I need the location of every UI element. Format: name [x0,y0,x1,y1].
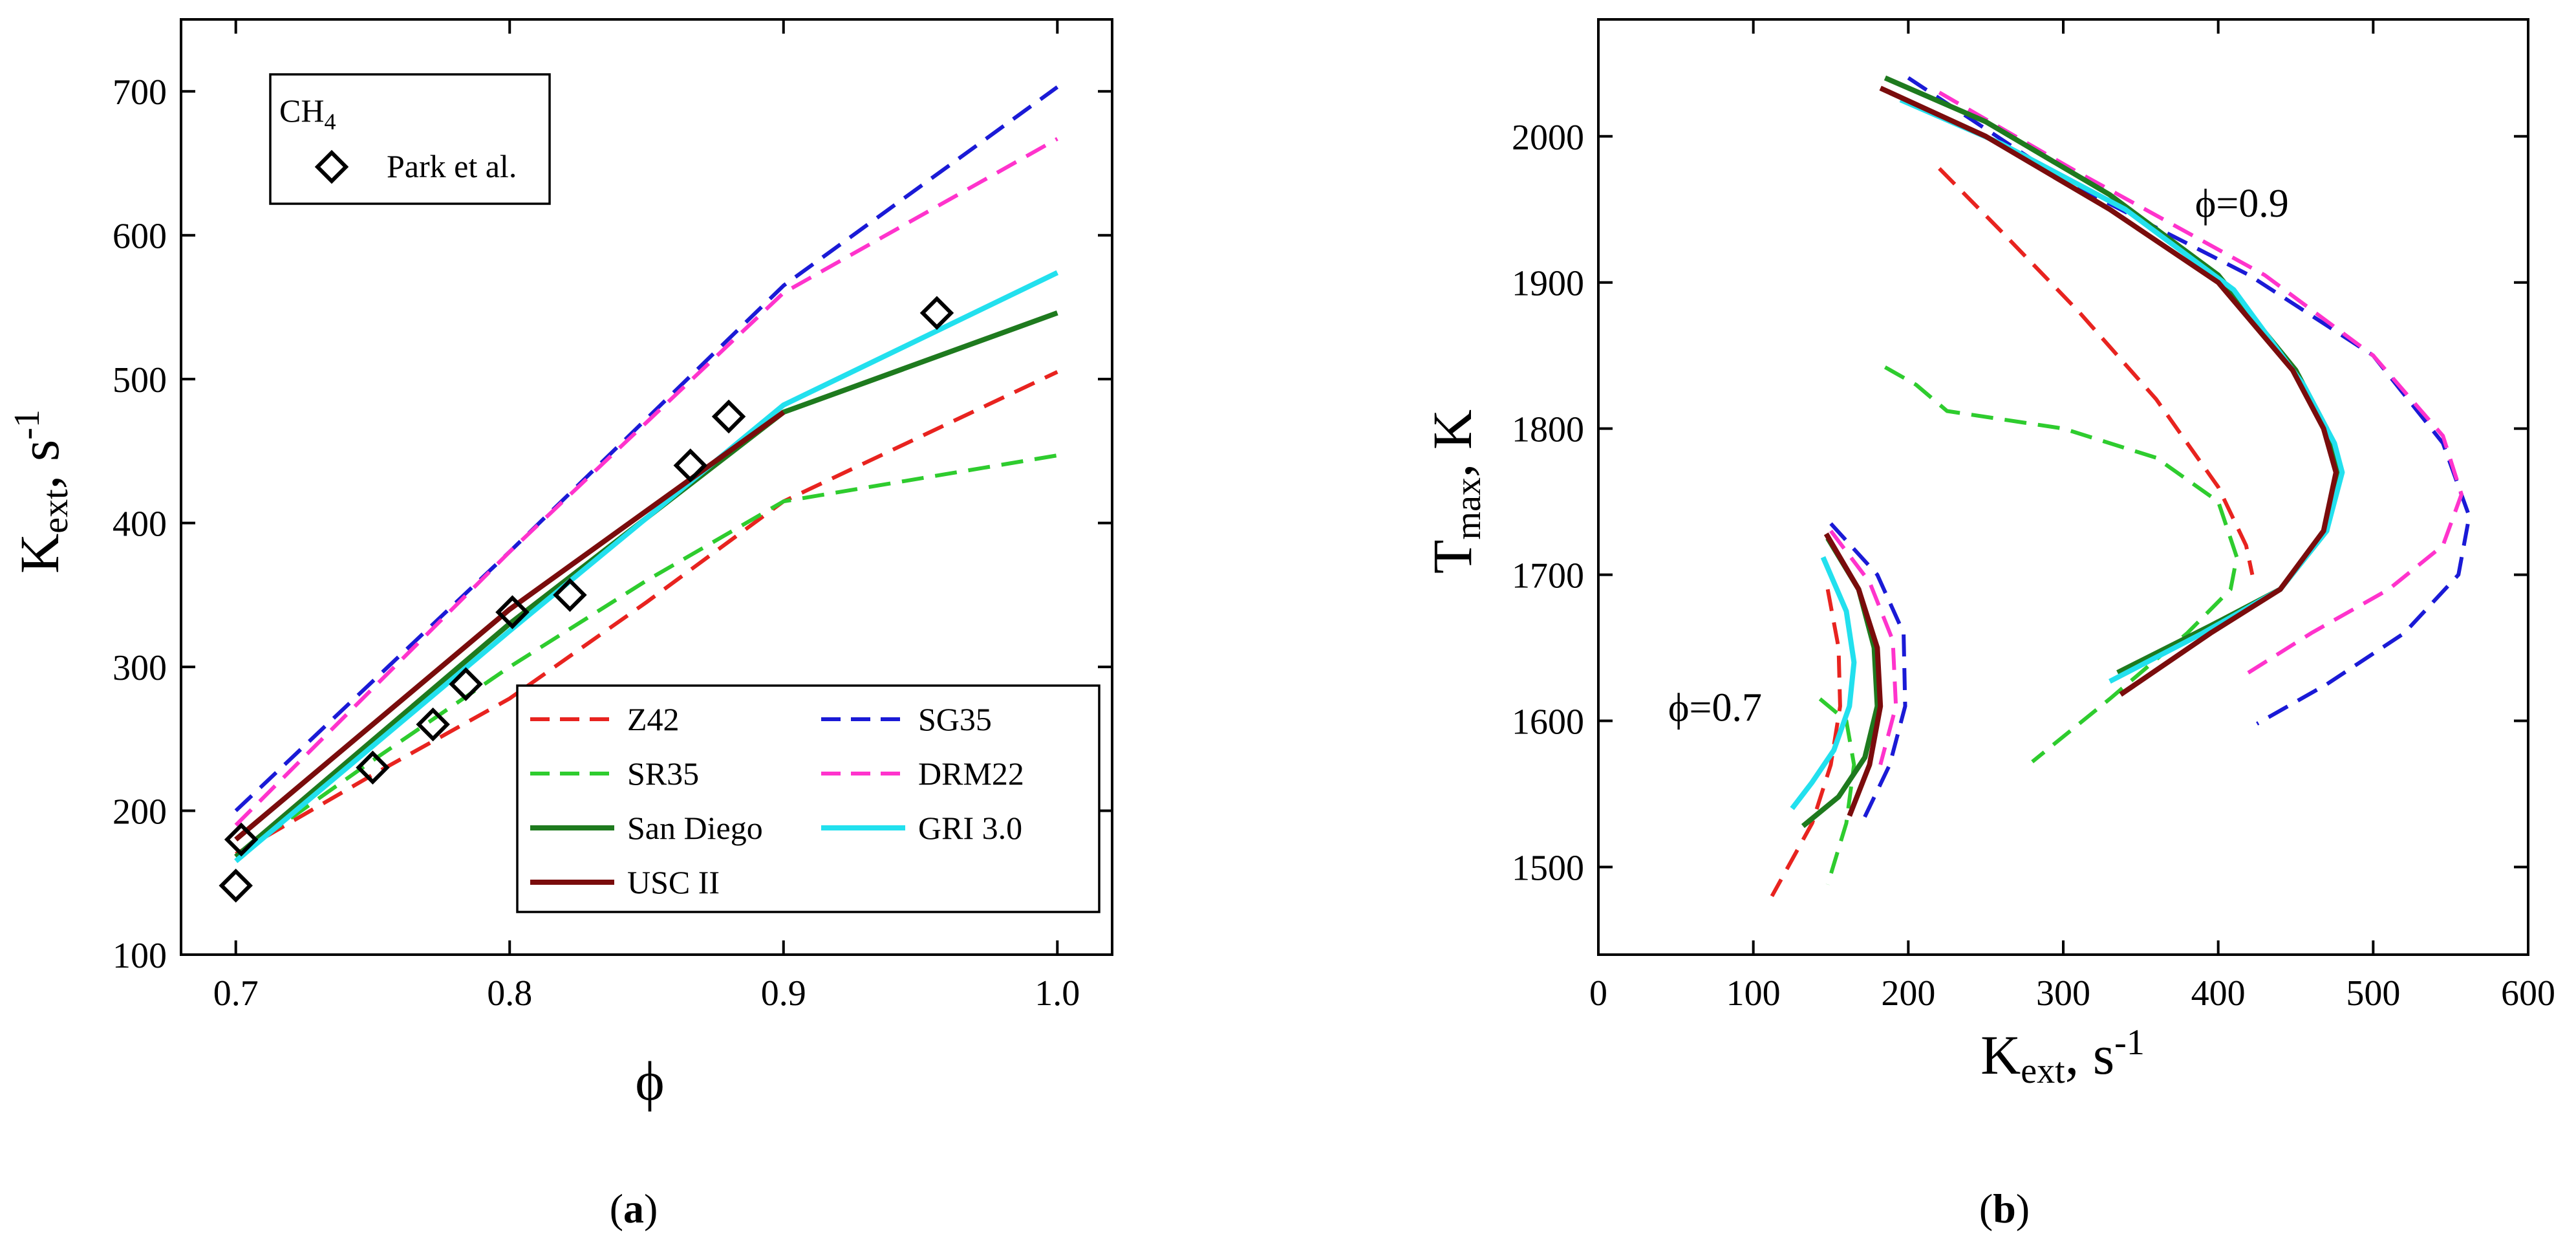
a-legend-label-drm22: DRM22 [918,755,1024,792]
a-y-tick-label: 600 [113,217,167,257]
panel-b-series [1770,75,2471,898]
a-legend-label-sg35: SG35 [918,701,992,737]
panel-a-plot-frame [180,18,1113,956]
b-series-gri-3-0-0-7 [1790,556,1857,810]
a-y-tick-label: 100 [113,936,167,976]
b-series-drm22-0-9 [1938,91,2463,679]
panel-a-experiment-markers [219,296,954,903]
a-y-tick-label: 400 [113,504,167,545]
b-y-tick-label: 1800 [1512,410,1584,450]
b-y-tick-label: 1500 [1512,848,1584,888]
a-y-tick-label: 200 [113,792,167,832]
a-series-sg35 [234,85,1059,812]
a-legend-label-sr35: SR35 [627,755,699,792]
a-legend-label-gri-3-0: GRI 3.0 [918,810,1022,846]
panel-b-plot-frame [1597,18,2529,956]
panel-a-legend-entries: Z42 SG35 SR35 DRM22 San Diego GRI 3.0 USC II [530,701,1024,900]
b-series-san-diego-0-9 [1884,75,2342,675]
a-legend-label-san-diego: San Diego [627,810,763,846]
b-series-z42-0-7 [1770,589,1842,898]
b-series-sr35-0-9 [1884,365,2239,764]
panel-b-ticks: 0 100 200 300 400 500 600 1500 1600 1700 1800 1900 2… [1512,19,2555,1014]
b-x-tick-label: 0 [1589,973,1607,1014]
b-x-tick-label: 400 [2191,973,2246,1014]
b-x-tick-label: 300 [2036,973,2090,1014]
a-legend-label-z42: Z42 [627,701,680,737]
b-series-drm22-0-7 [1829,529,1898,766]
panel-b-x-axis-title: Kext, s-1 [1980,1023,2145,1091]
a-experiment-point [449,667,483,702]
a-y-tick-label: 700 [113,72,167,113]
a-experiment-point [219,868,253,903]
a-x-tick-label: 0.8 [487,973,532,1014]
a-experiment-point [919,296,954,331]
b-x-tick-label: 600 [2501,973,2555,1014]
a-x-tick-label: 1.0 [1035,973,1080,1014]
a-experiment-point [553,578,587,613]
a-experiment-point [356,750,390,785]
panel-a-annotation-box [269,73,551,205]
b-series-sr35-0-7 [1818,697,1856,885]
panel-a-fuel-label: CH4 [279,92,336,135]
b-annotation-1: ϕ=0.7 [1668,686,1762,730]
b-series-usc-ii-0-9 [1879,85,2339,697]
panel-a-sublabel: (a) [610,1186,658,1231]
a-series-drm22 [234,136,1058,827]
a-x-tick-label: 0.9 [761,973,806,1014]
b-series-z42-0-9 [1938,167,2255,576]
b-y-tick-label: 2000 [1512,118,1584,158]
panel-b-sublabel: (b) [1979,1186,2030,1231]
panel-b-annotations: ϕ=0.9 ϕ=0.7 [1668,182,2289,730]
b-x-tick-label: 200 [1881,973,1935,1014]
panel-a-experiment-legend-marker [314,149,349,184]
b-series-usc-ii-0-7 [1823,532,1884,817]
b-series-sg35-0-7 [1829,522,1907,824]
a-series-sr35 [234,453,1058,859]
b-x-tick-label: 500 [2346,973,2400,1014]
a-experiment-point [673,448,708,483]
panel-a-y-axis-title: Kext, s-1 [7,409,76,574]
a-experiment-point [711,399,746,434]
b-y-tick-label: 1600 [1512,702,1584,743]
panel-b: 0 100 200 300 400 500 600 1500 1600 1700 1800 1900 2… [1421,18,2555,1231]
a-experiment-point [495,595,530,629]
panel-b-y-axis-title: Tmax, K [1421,409,1488,574]
a-experiment-point [416,707,450,742]
panel-a-legend [516,684,1100,913]
b-y-tick-label: 1700 [1512,556,1584,596]
panel-a-x-axis-title: ϕ [635,1050,664,1112]
panel-a: 0.7 0.8 0.9 1.0 100 200 300 400 500 600 700 Kext, … [7,18,1113,1231]
a-y-tick-label: 500 [113,360,167,400]
b-x-tick-label: 100 [1726,973,1781,1014]
a-legend-label-usc-ii: USC II [627,864,720,900]
a-experiment-point [224,822,259,857]
a-series-gri-3-0 [234,270,1059,863]
a-y-tick-label: 300 [113,648,167,688]
b-y-tick-label: 1900 [1512,264,1584,304]
panel-a-experiment-legend-label: Park et al. [387,148,517,184]
a-x-tick-label: 0.7 [213,973,259,1014]
panel-a-ticks: 0.7 0.8 0.9 1.0 100 200 300 400 500 600 700 [113,19,1112,1014]
b-series-sg35-0-9 [1907,76,2471,726]
b-annotation-0: ϕ=0.9 [2195,182,2289,226]
